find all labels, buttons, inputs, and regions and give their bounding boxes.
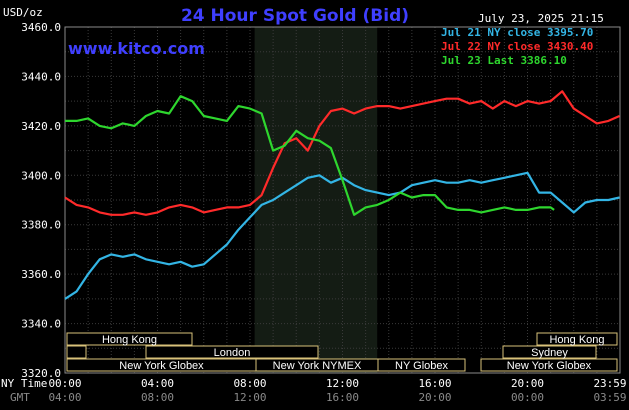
x-tick-label-ny: 20:00 <box>511 377 544 390</box>
unit-label: USD/oz <box>3 6 43 19</box>
y-tick-label: 3440.0 <box>21 70 61 83</box>
market-hong-kong-late-label: Hong Kong <box>549 334 604 346</box>
market-new-york-globex-late <box>480 358 618 372</box>
market-hong-kong-pre <box>66 345 87 359</box>
y-tick-label: 3460.0 <box>21 21 61 34</box>
y-tick-label: 3360.0 <box>21 268 61 281</box>
y-tick-label: 3340.0 <box>21 318 61 331</box>
x-tick-label-gmt: 00:00 <box>511 391 544 404</box>
market-new-york-globex-label: New York Globex <box>119 360 204 372</box>
market-london-label: London <box>214 347 251 359</box>
chart-title: 24 Hour Spot Gold (Bid) <box>181 6 409 26</box>
timestamp: July 23, 2025 21:15 <box>478 12 604 25</box>
legend: Jul 21 NY close 3395.70 Jul 22 NY close … <box>441 26 593 67</box>
market-sydney-label: Sydney <box>531 347 568 359</box>
market-hong-kong-late <box>536 332 618 346</box>
y-axis-tick-labels: 3460.0 3440.0 3420.0 3400.0 3380.0 3360.0 3340… <box>21 21 61 380</box>
y-tick-label: 3420.0 <box>21 120 61 133</box>
ny-time-label: NY Time <box>1 377 47 390</box>
x-tick-label-ny: 04:00 <box>141 377 174 390</box>
price-lines <box>64 90 620 300</box>
website-label: www.kitco.com <box>68 39 205 58</box>
legend-item-jul21: Jul 21 NY close 3395.70 <box>441 26 593 39</box>
market-hong-kong <box>66 332 193 346</box>
legend-item-jul22: Jul 22 NY close 3430.40 <box>441 40 593 53</box>
x-tick-label-ny: 00:00 <box>48 377 81 390</box>
x-tick-label-ny: 08:00 <box>233 377 266 390</box>
legend-item-jul23: Jul 23 Last 3386.10 <box>441 54 567 67</box>
market-sydney <box>502 345 597 359</box>
x-tick-label-gmt: 03:59 <box>593 391 626 404</box>
y-tick-label: 3400.0 <box>21 169 61 182</box>
plot-frame <box>64 26 621 374</box>
x-tick-label-gmt: 08:00 <box>141 391 174 404</box>
series-line-jul23 <box>65 95 555 216</box>
y-tick-label: 3380.0 <box>21 219 61 232</box>
x-tick-label-gmt: 20:00 <box>418 391 451 404</box>
gmt-label: GMT <box>10 391 30 404</box>
x-tick-label-ny: 16:00 <box>418 377 451 390</box>
x-axis-tick-labels: 00:00 04:00 08:00 12:00 16:00 20:00 23:5904:00… <box>48 377 626 404</box>
x-tick-label-ny: 12:00 <box>326 377 359 390</box>
x-tick-label-gmt: 16:00 <box>326 391 359 404</box>
market-london <box>145 345 319 359</box>
market-hong-kong-label: Hong Kong <box>102 334 157 346</box>
x-tick-label-gmt: 04:00 <box>48 391 81 404</box>
series-line-jul22 <box>64 90 620 216</box>
x-tick-label-ny: 23:59 <box>593 377 626 390</box>
x-tick-label-gmt: 12:00 <box>233 391 266 404</box>
market-new-york-nymex-label: New York NYMEX <box>273 360 362 372</box>
market-new-york-globex-late-label: New York Globex <box>507 360 592 372</box>
market-ny-globex <box>377 358 466 372</box>
market-ny-globex-label: NY Globex <box>395 360 448 372</box>
y-tick-label: 3320.0 <box>21 367 61 380</box>
